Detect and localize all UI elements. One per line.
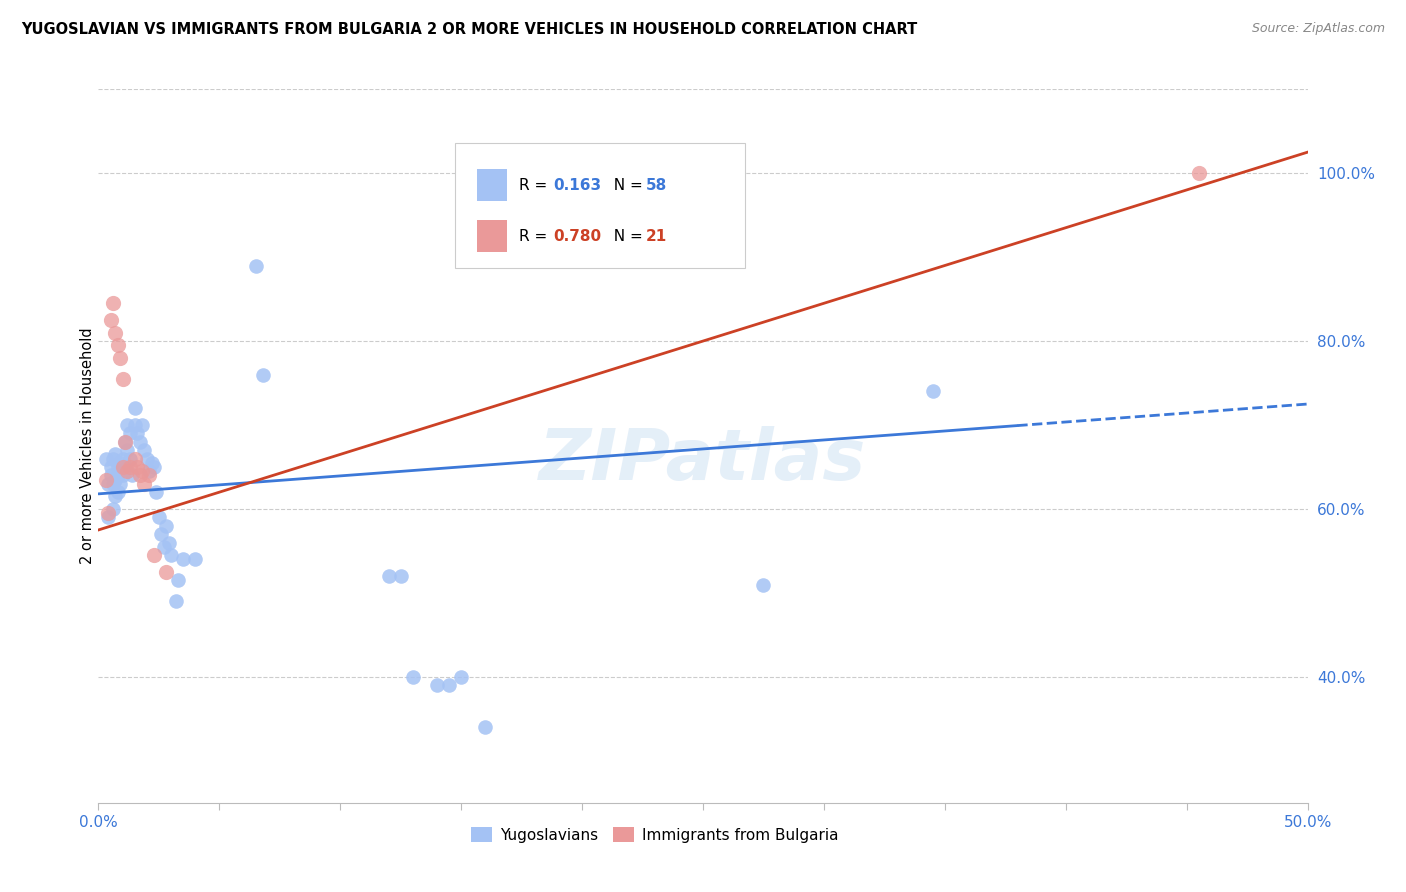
Point <box>108 476 131 491</box>
Point <box>101 451 124 466</box>
Point <box>165 594 187 608</box>
Text: YUGOSLAVIAN VS IMMIGRANTS FROM BULGARIA 2 OR MORE VEHICLES IN HOUSEHOLD CORRELAT: YUGOSLAVIAN VS IMMIGRANTS FROM BULGARIA … <box>21 22 917 37</box>
Point <box>111 372 134 386</box>
Point <box>155 565 177 579</box>
Point <box>437 678 460 692</box>
Point <box>94 473 117 487</box>
Point <box>150 527 173 541</box>
Point <box>97 476 120 491</box>
Point <box>124 401 146 416</box>
Point <box>135 451 157 466</box>
Point <box>111 451 134 466</box>
Point <box>143 460 166 475</box>
Point <box>97 506 120 520</box>
Point <box>107 468 129 483</box>
Point <box>157 535 180 549</box>
Point <box>111 460 134 475</box>
Text: R =: R = <box>519 228 553 244</box>
Point <box>118 426 141 441</box>
Point <box>97 510 120 524</box>
Point <box>101 476 124 491</box>
Point <box>104 447 127 461</box>
Point <box>108 351 131 365</box>
Point <box>117 443 139 458</box>
Point <box>138 464 160 478</box>
Point <box>94 451 117 466</box>
Point <box>134 443 156 458</box>
Point <box>117 417 139 432</box>
Point <box>172 552 194 566</box>
Text: 21: 21 <box>647 228 668 244</box>
Point <box>377 569 399 583</box>
Point <box>402 670 425 684</box>
FancyBboxPatch shape <box>477 220 508 252</box>
Point <box>104 473 127 487</box>
Point <box>141 456 163 470</box>
Point <box>100 460 122 475</box>
Point <box>114 434 136 449</box>
Point <box>474 720 496 734</box>
Point <box>160 548 183 562</box>
Point <box>252 368 274 382</box>
FancyBboxPatch shape <box>477 169 508 202</box>
Point <box>117 464 139 478</box>
Text: ZIPatlas: ZIPatlas <box>540 425 866 495</box>
Point <box>124 451 146 466</box>
Point <box>128 434 150 449</box>
Point <box>752 577 775 591</box>
Text: 58: 58 <box>647 178 668 193</box>
Point <box>107 338 129 352</box>
Text: R =: R = <box>519 178 553 193</box>
Point <box>148 510 170 524</box>
Text: 0.780: 0.780 <box>553 228 602 244</box>
Point <box>104 326 127 340</box>
Point <box>107 460 129 475</box>
Point <box>131 417 153 432</box>
Point <box>118 460 141 475</box>
Point <box>121 468 143 483</box>
Point <box>389 569 412 583</box>
Point <box>108 464 131 478</box>
Text: Source: ZipAtlas.com: Source: ZipAtlas.com <box>1251 22 1385 36</box>
Point <box>124 417 146 432</box>
Point <box>167 574 190 588</box>
Point <box>1188 166 1211 180</box>
Point <box>184 552 207 566</box>
Point <box>921 384 943 399</box>
Point <box>100 468 122 483</box>
Point <box>155 518 177 533</box>
Point <box>101 296 124 310</box>
Text: 0.163: 0.163 <box>553 178 602 193</box>
Y-axis label: 2 or more Vehicles in Household: 2 or more Vehicles in Household <box>80 327 94 565</box>
Point <box>426 678 449 692</box>
Point <box>450 670 472 684</box>
Point <box>107 485 129 500</box>
Point <box>152 540 174 554</box>
Point <box>134 476 156 491</box>
Point <box>108 456 131 470</box>
Point <box>114 460 136 475</box>
Point <box>114 434 136 449</box>
Point <box>131 464 153 478</box>
FancyBboxPatch shape <box>456 143 745 268</box>
Point <box>143 548 166 562</box>
Point <box>127 460 149 475</box>
Point <box>245 259 267 273</box>
Point <box>101 502 124 516</box>
Point <box>118 451 141 466</box>
Point <box>127 426 149 441</box>
Point <box>145 485 167 500</box>
Text: N =: N = <box>603 178 648 193</box>
Text: N =: N = <box>603 228 648 244</box>
Point <box>138 468 160 483</box>
Legend: Yugoslavians, Immigrants from Bulgaria: Yugoslavians, Immigrants from Bulgaria <box>464 821 845 848</box>
Point <box>100 313 122 327</box>
Point <box>111 468 134 483</box>
Point <box>104 489 127 503</box>
Point <box>128 468 150 483</box>
